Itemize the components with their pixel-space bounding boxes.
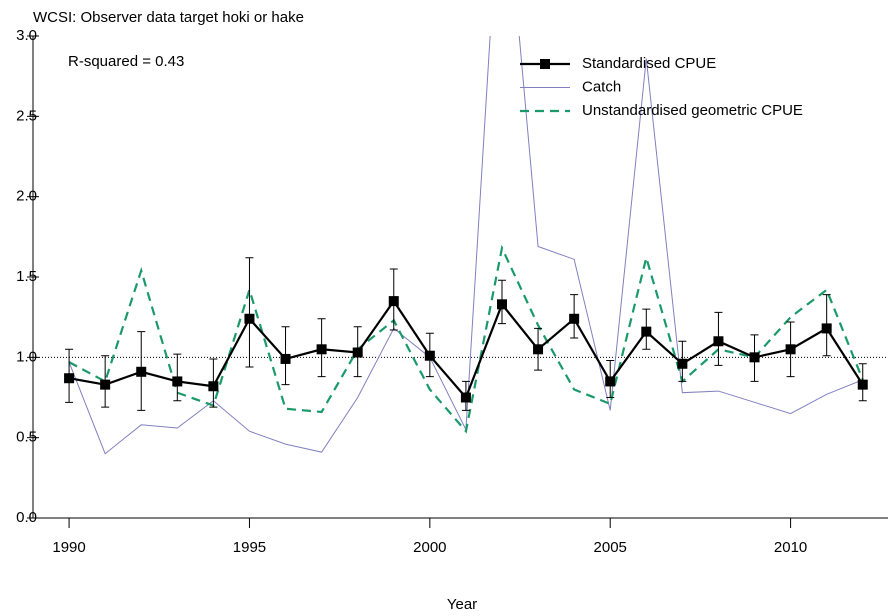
annotation: R-squared = 0.43 [68,53,184,70]
point [316,344,327,355]
point [785,344,796,355]
point [821,323,832,334]
x-tick-label: 2005 [594,539,627,556]
y-tick-label: 1.0 [16,348,37,365]
point [100,379,111,390]
y-tick-label: 0.0 [16,509,37,526]
x-tick-label: 2010 [774,539,807,556]
point [424,350,435,361]
point [208,381,219,392]
y-tick-label: 2.5 [16,107,37,124]
y-tick-label: 2.0 [16,188,37,205]
legend-marker [540,59,550,69]
point [749,352,760,363]
x-axis-label: Year [447,596,477,613]
legend-label: Standardised CPUE [582,55,716,72]
error-bar [245,257,254,368]
point [713,336,724,347]
point [172,376,183,387]
y-tick-label: 0.5 [16,429,37,446]
x-tick-label: 1995 [233,539,266,556]
chart-title: WCSI: Observer data target hoki or hake [33,9,304,26]
point [136,366,147,377]
y-tick-label: 1.5 [16,268,37,285]
point [641,326,652,337]
point [64,373,75,384]
legend-label: Catch [582,78,621,95]
point [857,379,868,390]
point [460,392,471,403]
point [244,313,255,324]
point [388,296,399,307]
point [352,347,363,358]
point [533,344,544,355]
point [569,313,580,324]
point [280,353,291,364]
y-tick-label: 3.0 [16,27,37,44]
x-tick-label: 1990 [52,539,85,556]
point [496,299,507,310]
series-line [68,244,864,434]
plot-area [64,36,868,455]
legend-label: Unstandardised geometric CPUE [582,102,803,119]
point [677,358,688,369]
x-tick-label: 2000 [413,539,446,556]
point [605,376,616,387]
